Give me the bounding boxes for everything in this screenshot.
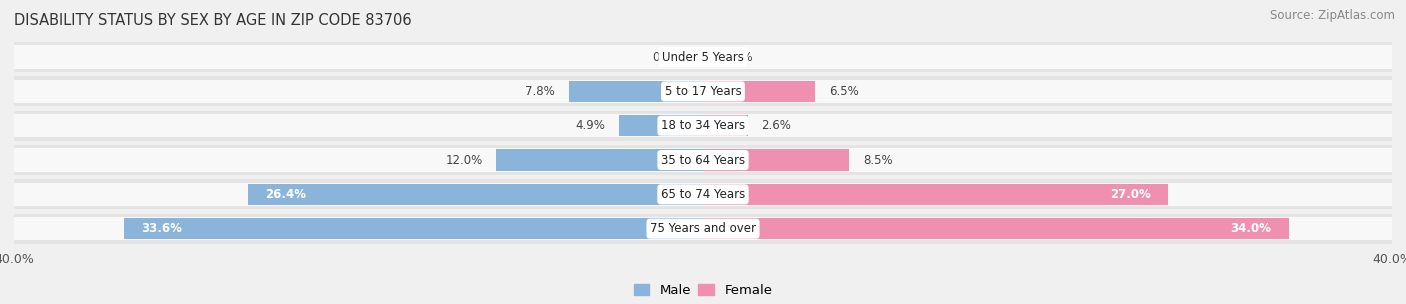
Text: 6.5%: 6.5% (828, 85, 859, 98)
Text: 12.0%: 12.0% (446, 154, 482, 167)
Bar (703, 115, 748, 136)
Text: 35 to 64 Years: 35 to 64 Years (661, 154, 745, 167)
Bar (14, 148, 1392, 172)
Text: DISABILITY STATUS BY SEX BY AGE IN ZIP CODE 83706: DISABILITY STATUS BY SEX BY AGE IN ZIP C… (14, 13, 412, 28)
Bar (703, 149, 849, 171)
Text: 75 Years and over: 75 Years and over (650, 222, 756, 235)
Bar (14, 214, 1392, 244)
Bar (496, 149, 703, 171)
Bar (14, 76, 1392, 106)
Bar (14, 183, 1392, 206)
Text: 4.9%: 4.9% (575, 119, 605, 132)
Text: Under 5 Years: Under 5 Years (662, 50, 744, 64)
Text: 2.6%: 2.6% (762, 119, 792, 132)
Bar (14, 80, 1392, 103)
Bar (14, 114, 1392, 137)
Legend: Male, Female: Male, Female (628, 279, 778, 302)
Text: 8.5%: 8.5% (863, 154, 893, 167)
Bar (14, 179, 1392, 209)
Bar (14, 45, 1392, 69)
Bar (703, 81, 815, 102)
Text: 33.6%: 33.6% (142, 222, 183, 235)
Bar (703, 184, 1168, 205)
Bar (14, 145, 1392, 175)
Bar (568, 81, 703, 102)
Text: 7.8%: 7.8% (524, 85, 555, 98)
Bar (619, 115, 703, 136)
Bar (14, 217, 1392, 240)
Text: Source: ZipAtlas.com: Source: ZipAtlas.com (1270, 9, 1395, 22)
Bar (703, 218, 1289, 239)
Text: 26.4%: 26.4% (266, 188, 307, 201)
Text: 5 to 17 Years: 5 to 17 Years (665, 85, 741, 98)
Bar (124, 218, 703, 239)
Bar (249, 184, 703, 205)
Text: 27.0%: 27.0% (1111, 188, 1152, 201)
Text: 0.0%: 0.0% (652, 50, 682, 64)
Text: 0.0%: 0.0% (724, 50, 754, 64)
Bar (14, 42, 1392, 72)
Text: 65 to 74 Years: 65 to 74 Years (661, 188, 745, 201)
Text: 34.0%: 34.0% (1230, 222, 1271, 235)
Bar (14, 111, 1392, 141)
Text: 18 to 34 Years: 18 to 34 Years (661, 119, 745, 132)
